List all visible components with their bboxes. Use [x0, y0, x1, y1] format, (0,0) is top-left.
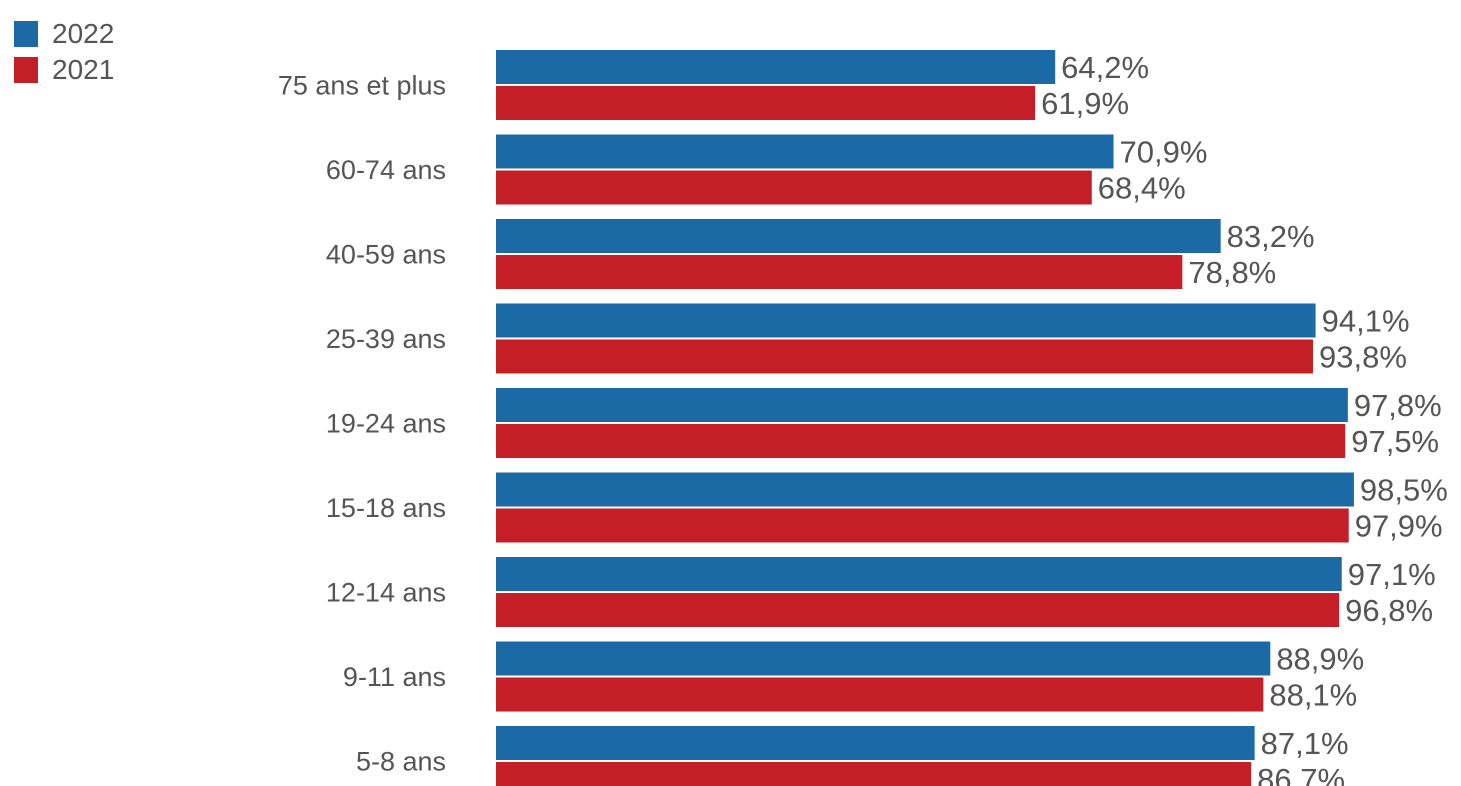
category-label-12-14-ans: 12-14 ans: [326, 577, 446, 607]
bar-2022-19-24-ans: [496, 388, 1348, 422]
bar-2021-40-59-ans: [496, 255, 1183, 289]
bar-2021-60-74-ans: [496, 170, 1092, 205]
value-label-2021-15-18-ans: 97,9%: [1355, 509, 1443, 544]
legend-swatch-2021: [14, 57, 38, 83]
category-label-15-18-ans: 15-18 ans: [326, 493, 446, 523]
category-label-75-ans-et-plus: 75 ans et plus: [278, 70, 446, 100]
value-label-2022-12-14-ans: 97,1%: [1348, 557, 1436, 592]
legend-label-2021: 2021: [52, 54, 115, 85]
value-label-2022-9-11-ans: 88,9%: [1276, 642, 1364, 677]
value-label-2022-15-18-ans: 98,5%: [1360, 473, 1448, 508]
value-label-2021-9-11-ans: 88,1%: [1269, 678, 1357, 713]
bar-2022-75-ans-et-plus: [496, 50, 1056, 84]
value-label-2021-19-24-ans: 97,5%: [1351, 424, 1439, 459]
category-label-25-39-ans: 25-39 ans: [326, 324, 446, 354]
value-label-2021-60-74-ans: 68,4%: [1098, 171, 1186, 206]
legend: 2022 2021: [14, 16, 114, 88]
value-label-2022-5-8-ans: 87,1%: [1261, 726, 1349, 761]
bar-2022-15-18-ans: [496, 472, 1354, 507]
category-label-60-74-ans: 60-74 ans: [326, 155, 446, 185]
value-label-2021-5-8-ans: 86,7%: [1257, 762, 1345, 786]
bar-2021-25-39-ans: [496, 339, 1313, 374]
bar-2022-9-11-ans: [496, 641, 1271, 676]
bar-2021-9-11-ans: [496, 677, 1264, 712]
legend-label-2022: 2022: [52, 18, 115, 49]
category-label-19-24-ans: 19-24 ans: [326, 408, 446, 438]
legend-swatch-2022: [14, 21, 38, 47]
value-label-2022-60-74-ans: 70,9%: [1120, 135, 1208, 170]
value-label-2021-25-39-ans: 93,8%: [1319, 340, 1407, 375]
value-label-2021-12-14-ans: 96,8%: [1345, 593, 1433, 628]
value-label-2021-40-59-ans: 78,8%: [1188, 255, 1276, 290]
value-label-2022-25-39-ans: 94,1%: [1322, 304, 1410, 339]
category-label-5-8-ans: 5-8 ans: [356, 746, 446, 776]
bar-2022-5-8-ans: [496, 726, 1255, 760]
bar-2022-12-14-ans: [496, 557, 1342, 591]
value-label-2022-19-24-ans: 97,8%: [1354, 388, 1442, 423]
value-label-2022-40-59-ans: 83,2%: [1227, 219, 1315, 254]
bar-2021-75-ans-et-plus: [496, 86, 1036, 120]
bar-2021-15-18-ans: [496, 508, 1349, 543]
value-label-2022-75-ans-et-plus: 64,2%: [1061, 50, 1149, 85]
legend-item-2021: 2021: [14, 52, 114, 88]
bar-2022-40-59-ans: [496, 219, 1221, 253]
category-label-9-11-ans: 9-11 ans: [343, 662, 446, 692]
bar-2021-12-14-ans: [496, 593, 1340, 627]
legend-item-2022: 2022: [14, 16, 114, 52]
bar-2022-25-39-ans: [496, 303, 1316, 338]
bar-2022-60-74-ans: [496, 134, 1114, 169]
category-label-40-59-ans: 40-59 ans: [326, 239, 446, 269]
value-label-2021-75-ans-et-plus: 61,9%: [1041, 86, 1129, 121]
bar-2021-5-8-ans: [496, 762, 1252, 786]
bar-2021-19-24-ans: [496, 424, 1346, 458]
